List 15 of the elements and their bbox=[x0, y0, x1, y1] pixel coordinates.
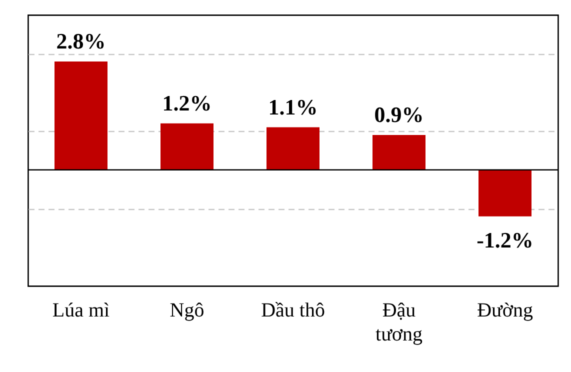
bar bbox=[54, 61, 108, 170]
data-label: 1.1% bbox=[268, 94, 318, 120]
bar bbox=[266, 127, 320, 170]
data-label: -1.2% bbox=[476, 227, 534, 252]
bar bbox=[478, 170, 532, 216]
x-tick-label: Lúa mì bbox=[52, 300, 110, 322]
data-label: 0.9% bbox=[374, 102, 424, 128]
data-label: 1.2% bbox=[162, 90, 212, 116]
x-tick-label: Đường bbox=[477, 300, 533, 322]
data-label: 2.8% bbox=[56, 28, 106, 54]
bar bbox=[372, 135, 426, 170]
bar bbox=[160, 123, 214, 170]
x-tick-label: Dầu thô bbox=[261, 300, 325, 322]
x-tick-label: Đậu tương bbox=[376, 300, 422, 346]
x-tick-label: Ngô bbox=[170, 300, 204, 322]
